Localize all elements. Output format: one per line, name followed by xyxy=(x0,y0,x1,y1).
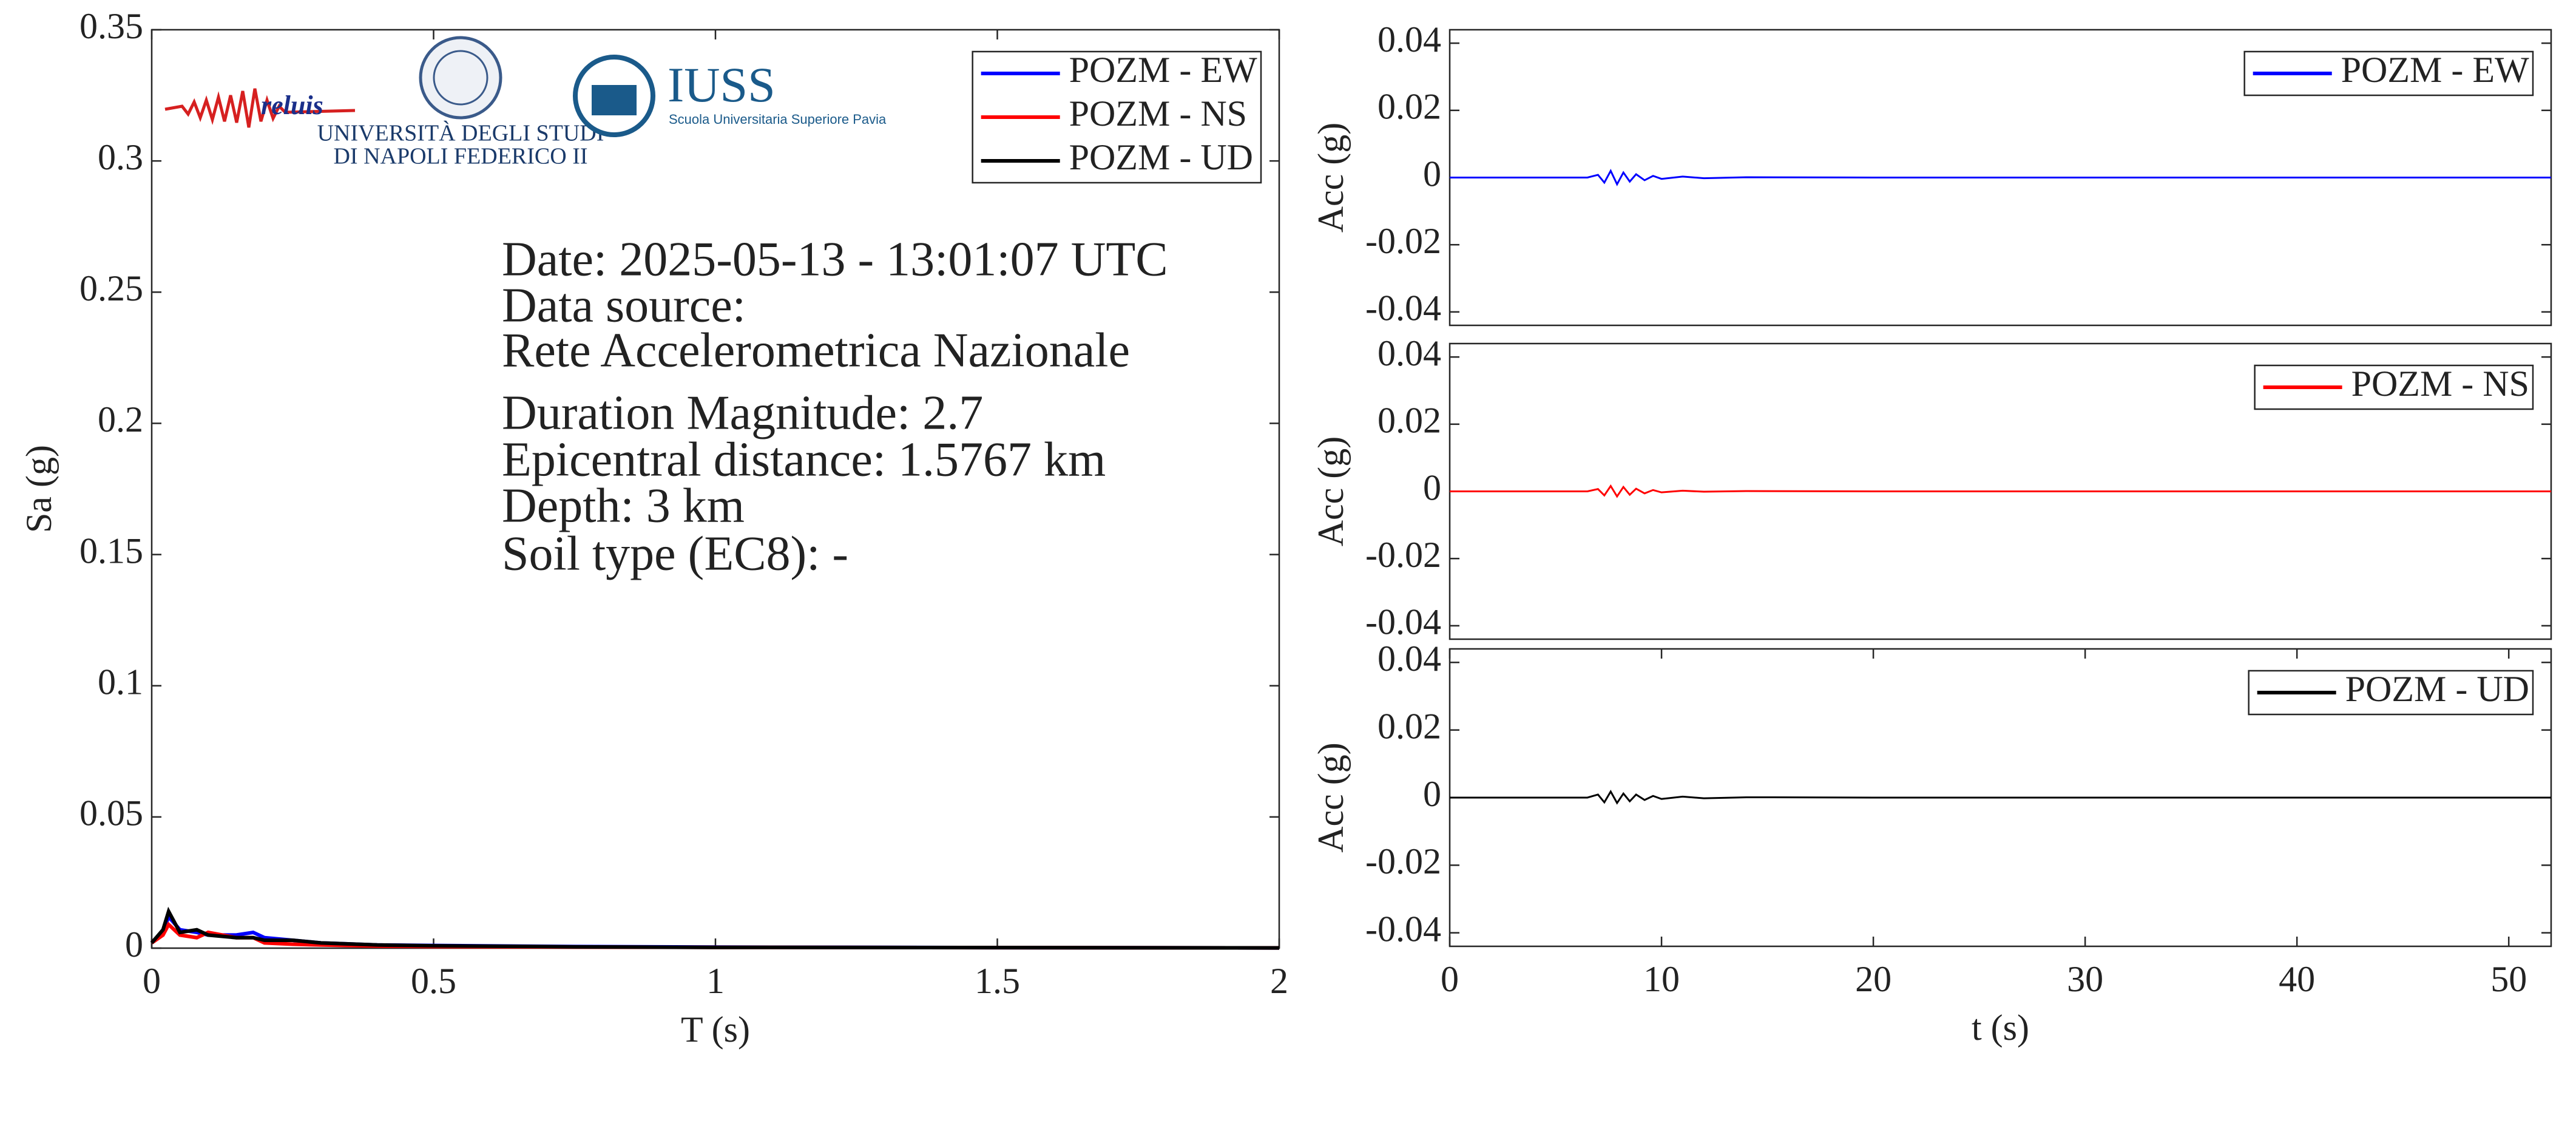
x-axis-label: t (s) xyxy=(1972,1008,2029,1048)
x-tick-label: 20 xyxy=(1855,959,1891,999)
legend: POZM - UD xyxy=(2248,669,2534,716)
annotation: Date: 2025-05-13 - 13:01:07 UTC xyxy=(502,232,1168,286)
annotation: Epicentral distance: 1.5767 km xyxy=(502,433,1106,486)
series-line xyxy=(1450,169,2551,186)
unina-logo: UNIVERSITÀ DEGLI STUDI DI NAPOLI FEDERIC… xyxy=(317,36,604,169)
y-tick-label: -0.04 xyxy=(1365,288,1441,328)
y-tick-label: 0.15 xyxy=(79,531,143,571)
y-tick-label: 0.25 xyxy=(79,268,143,308)
unina-seal-inner xyxy=(433,50,488,106)
y-axis-label: Sa (g) xyxy=(19,445,59,533)
legend-label: POZM - EW xyxy=(1069,50,1257,90)
x-tick-label: 2 xyxy=(1270,961,1288,1001)
series-line xyxy=(1450,789,2551,805)
unina-text: UNIVERSITÀ DEGLI STUDI xyxy=(317,121,604,146)
y-tick-label: -0.02 xyxy=(1365,221,1441,261)
y-tick-label: 0.04 xyxy=(1378,19,1441,59)
y-tick-label: 0.3 xyxy=(98,137,143,177)
x-tick-label: 0.5 xyxy=(411,961,456,1001)
annotation: Rete Accelerometrica Nazionale xyxy=(502,324,1130,377)
y-tick-label: -0.02 xyxy=(1365,535,1441,575)
x-tick-label: 50 xyxy=(2490,959,2527,999)
x-tick-label: 0 xyxy=(1441,959,1459,999)
legend-label: POZM - NS xyxy=(1069,93,1247,134)
y-tick-label: 0 xyxy=(1423,774,1441,814)
legend: POZM - NS xyxy=(2254,364,2534,410)
y-axis-label: Acc (g) xyxy=(1311,436,1351,547)
x-tick-label: 40 xyxy=(2279,959,2315,999)
annotation: Soil type (EC8): - xyxy=(502,527,848,580)
y-tick-label: 0.1 xyxy=(98,662,143,702)
x-tick-label: 1 xyxy=(706,961,725,1001)
y-tick-label: 0.04 xyxy=(1378,639,1441,679)
x-tick-label: 30 xyxy=(2067,959,2103,999)
y-tick-label: 0 xyxy=(125,924,143,965)
y-tick-label: 0 xyxy=(1423,154,1441,194)
x-axis-label: T (s) xyxy=(681,1009,750,1050)
y-axis-label: Acc (g) xyxy=(1311,123,1351,233)
legend: POZM - EW xyxy=(2243,50,2534,97)
legend-label: POZM - UD xyxy=(1069,137,1253,177)
y-tick-label: -0.02 xyxy=(1365,841,1441,881)
annotation: Depth: 3 km xyxy=(502,479,745,532)
legend-label: POZM - UD xyxy=(2345,669,2529,709)
series-line xyxy=(150,906,1280,950)
y-tick-label: -0.04 xyxy=(1365,602,1441,642)
series-line xyxy=(1450,484,2551,498)
iuss-text: IUSS xyxy=(668,57,776,112)
reluis-text: reluis xyxy=(261,90,323,120)
y-tick-label: 0 xyxy=(1423,467,1441,507)
y-tick-label: 0.35 xyxy=(79,6,143,46)
y-tick-label: 0.02 xyxy=(1378,87,1441,127)
iuss-subtitle: Scuola Universitaria Superiore Pavia xyxy=(669,112,887,127)
y-axis-label: Acc (g) xyxy=(1311,742,1351,853)
y-tick-label: 0.05 xyxy=(79,793,143,833)
y-tick-label: 0.2 xyxy=(98,399,143,439)
reluis-logo: reluis xyxy=(164,88,356,128)
reluis-wave xyxy=(164,88,356,128)
annotation: Duration Magnitude: 2.7 xyxy=(502,386,983,439)
x-tick-label: 1.5 xyxy=(975,961,1020,1001)
iuss-building xyxy=(592,85,637,115)
y-tick-label: -0.04 xyxy=(1365,909,1441,949)
iuss-logo: IUSS Scuola Universitaria Superiore Pavi… xyxy=(573,55,887,137)
y-tick-label: 0.04 xyxy=(1378,333,1441,373)
y-tick-label: 0.02 xyxy=(1378,401,1441,441)
annotation: Data source: xyxy=(502,279,746,332)
unina-text: DI NAPOLI FEDERICO II xyxy=(333,144,587,169)
legend-label: POZM - EW xyxy=(2341,50,2529,90)
x-tick-label: 10 xyxy=(1643,959,1680,999)
legend-label: POZM - NS xyxy=(2351,364,2529,404)
unina-seal xyxy=(419,36,502,120)
x-tick-label: 0 xyxy=(143,961,161,1001)
y-tick-label: 0.02 xyxy=(1378,706,1441,746)
